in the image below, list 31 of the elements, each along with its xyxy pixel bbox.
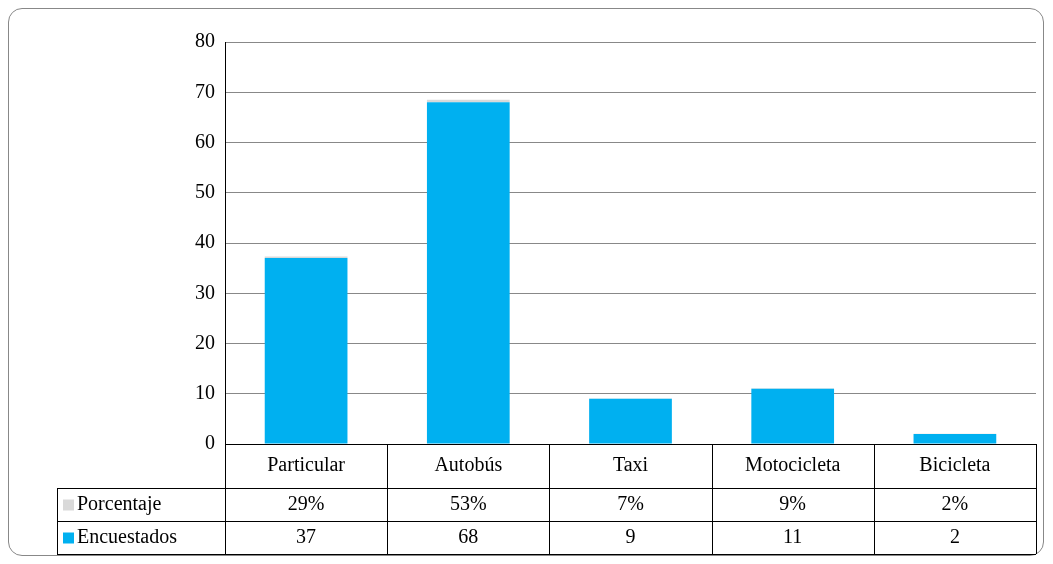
data-label: 7% (617, 491, 644, 514)
y-tick-label: 30 (195, 280, 215, 303)
data-label: 68 (458, 524, 479, 547)
y-tick-label: 80 (195, 29, 215, 52)
data-label: 2 (949, 524, 960, 547)
data-label: 11 (783, 524, 803, 547)
data-label: 37 (296, 524, 317, 547)
bar (264, 258, 348, 444)
x-tick-label: Taxi (612, 453, 649, 476)
y-tick-label: 50 (195, 180, 215, 202)
data-label: 9 (625, 524, 636, 547)
y-tick-label: 70 (195, 79, 215, 102)
bar (589, 398, 672, 444)
bar (751, 388, 835, 444)
bar (426, 102, 510, 444)
bar (913, 433, 997, 444)
y-tick-label: 60 (195, 129, 215, 152)
y-tick-label: 10 (195, 381, 215, 403)
x-tick-label: Motocicleta (744, 453, 841, 476)
legend-label: Porcentaje (77, 491, 162, 515)
x-tick-label: Bicicleta (919, 453, 991, 476)
y-tick-label: 0 (205, 431, 215, 454)
x-tick-label: Autobús (434, 453, 503, 476)
data-label: 53% (449, 491, 487, 514)
y-tick-label: 20 (195, 330, 215, 353)
x-tick-label: Particular (267, 453, 346, 476)
data-label: 29% (287, 491, 325, 514)
legend-label: Encuestados (77, 524, 178, 547)
data-label: 9% (779, 491, 807, 514)
data-label: 2% (941, 491, 969, 514)
y-tick-label: 40 (195, 230, 215, 253)
